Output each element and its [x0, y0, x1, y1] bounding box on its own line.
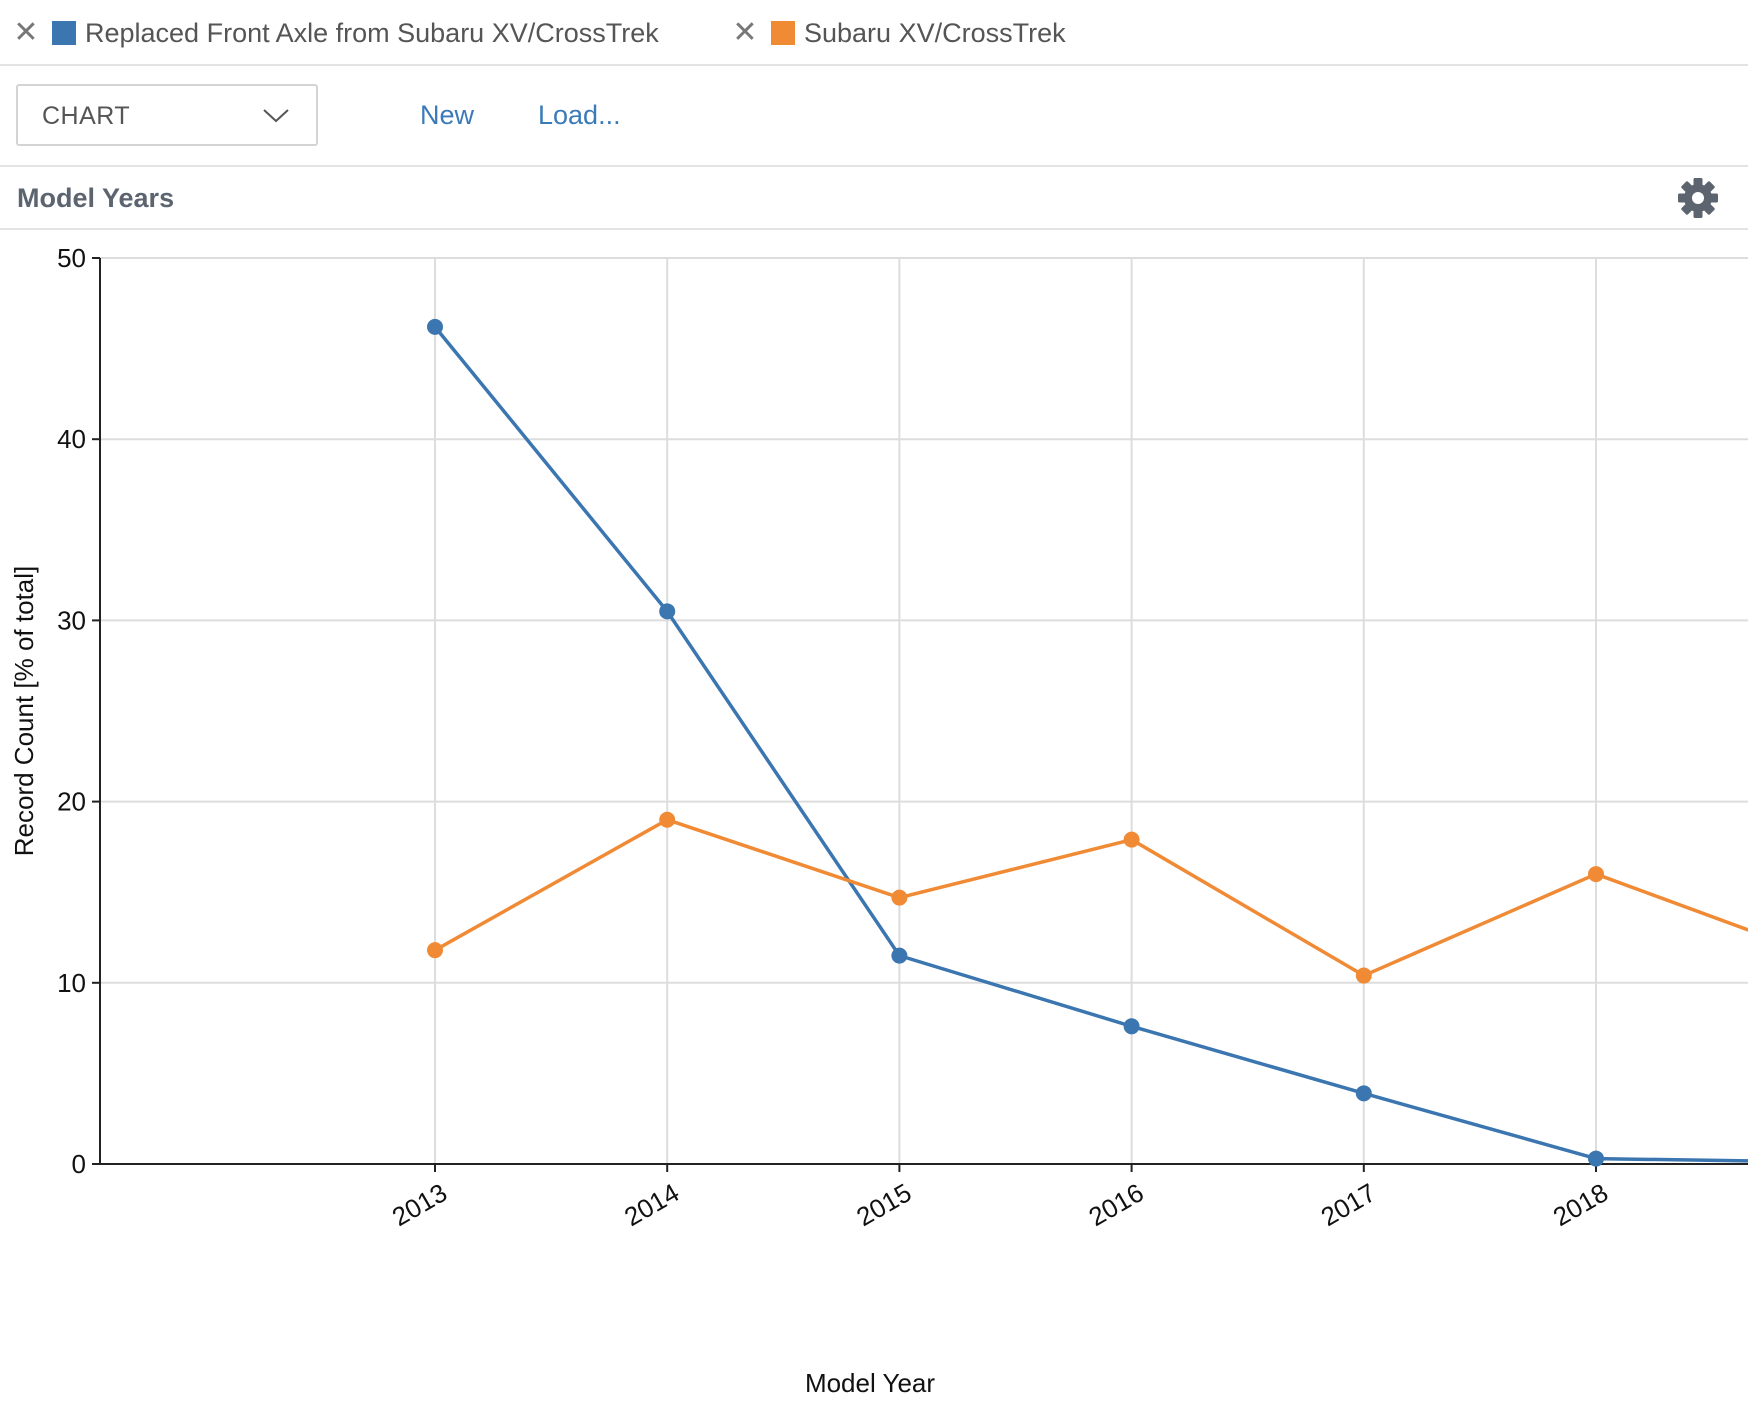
- data-point-series-1[interactable]: [1123, 1018, 1140, 1035]
- legend-item-replaced-axle: ✕ Replaced Front Axle from Subaru XV/Cro…: [12, 16, 659, 49]
- y-tick-label: 0: [72, 1149, 86, 1179]
- y-tick-label: 20: [57, 787, 86, 817]
- data-point-series-1[interactable]: [427, 318, 443, 335]
- data-point-series-2[interactable]: [659, 811, 676, 828]
- data-point-series-1[interactable]: [659, 603, 676, 620]
- x-tick-label: 2013: [387, 1177, 452, 1232]
- section-title: Model Years: [17, 183, 175, 213]
- chart-section-header: Model Years: [0, 167, 1748, 230]
- legend-item-subaru: ✕ Subaru XV/CrossTrek: [731, 16, 1066, 49]
- legend-label: Subaru XV/CrossTrek: [804, 17, 1066, 48]
- y-tick-label: 10: [57, 968, 86, 998]
- x-tick-label: 2016: [1084, 1177, 1149, 1232]
- data-point-series-1[interactable]: [1355, 1085, 1372, 1102]
- data-point-series-2[interactable]: [1588, 866, 1604, 883]
- series-line-2: [434, 817, 1748, 978]
- series-line-1: [433, 325, 1748, 1163]
- remove-series-icon[interactable]: ✕: [732, 16, 758, 49]
- x-tick-label: 2018: [1548, 1177, 1613, 1232]
- data-point-series-1[interactable]: [891, 947, 908, 964]
- y-tick-label: 50: [57, 243, 86, 273]
- x-tick-label: 2017: [1316, 1177, 1381, 1232]
- chevron-down-icon: [263, 109, 289, 123]
- series-color-swatch: [52, 21, 76, 45]
- y-axis-title: Record Count [% of total]: [9, 566, 39, 856]
- x-axis-title: Model Year: [805, 1368, 935, 1398]
- data-point-series-2[interactable]: [891, 889, 908, 906]
- gear-icon[interactable]: [1677, 177, 1719, 219]
- series-legend-bar: ✕ Replaced Front Axle from Subaru XV/Cro…: [0, 0, 1748, 66]
- series-color-swatch: [771, 21, 795, 45]
- view-type-value: CHART: [42, 102, 131, 130]
- new-button[interactable]: New: [420, 100, 475, 130]
- data-point-series-2[interactable]: [427, 942, 443, 959]
- toolbar: CHART New Load...: [0, 66, 1748, 167]
- x-tick-label: 2014: [619, 1177, 684, 1232]
- remove-series-icon[interactable]: ✕: [13, 16, 39, 49]
- legend-label: Replaced Front Axle from Subaru XV/Cross…: [85, 17, 659, 48]
- x-tick-label: 2015: [851, 1177, 916, 1232]
- data-point-series-2[interactable]: [1123, 831, 1140, 848]
- data-point-series-2[interactable]: [1355, 967, 1372, 984]
- y-tick-label: 30: [57, 605, 86, 635]
- y-tick-label: 40: [57, 424, 86, 454]
- view-type-select[interactable]: CHART: [16, 84, 318, 146]
- model-years-line-chart: 0 10 20 30 40 50 2013 2014 2015 2016 2017 2018 Model…: [9, 243, 1748, 1398]
- data-point-series-1[interactable]: [1588, 1150, 1604, 1167]
- load-button[interactable]: Load...: [538, 100, 621, 130]
